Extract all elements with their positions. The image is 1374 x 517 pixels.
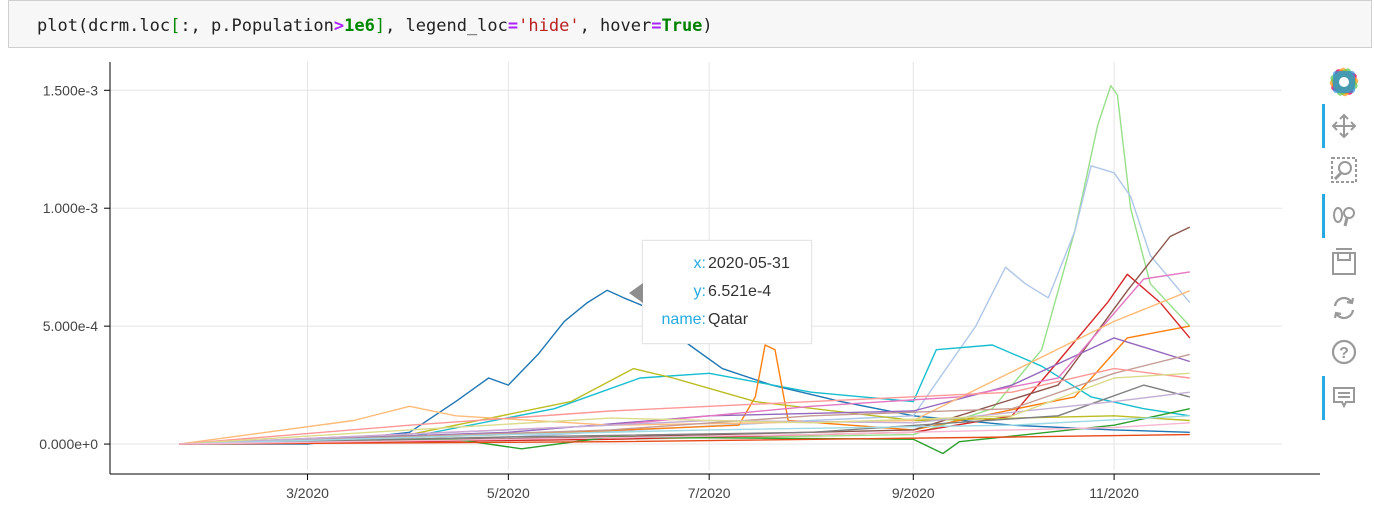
tooltip-pointer <box>629 283 643 303</box>
hover-icon[interactable] <box>1326 380 1362 416</box>
x-tick-label: 11/2020 <box>1089 485 1139 501</box>
y-tick-label: 1.000e-3 <box>43 200 98 216</box>
code-token: [ <box>170 16 181 36</box>
y-tick-label: 5.000e-4 <box>43 318 98 334</box>
code-token: , hover <box>579 16 652 36</box>
code-line: plot(dcrm.loc[:, p.Population>1e6], lege… <box>37 16 713 36</box>
series-line-8 <box>179 337 1191 445</box>
tooltip-key: y: <box>693 283 706 300</box>
box-zoom-icon[interactable] <box>1326 152 1362 188</box>
reset-icon[interactable] <box>1326 290 1362 326</box>
code-token: 'hide' <box>518 16 580 36</box>
series-line-14 <box>179 384 1190 445</box>
code-token: > <box>333 16 345 36</box>
series-line-15 <box>179 391 1190 445</box>
active-tool-indicator <box>1322 104 1325 148</box>
x-tick-label: 3/2020 <box>286 485 329 501</box>
help-icon[interactable]: ? <box>1326 334 1362 370</box>
tooltip-row-y: y: 6.521e-4 <box>643 283 813 303</box>
tooltip-value: 2020-05-31 <box>708 255 790 272</box>
tooltip-row-x: x: 2020-05-31 <box>643 255 813 275</box>
svg-text:?: ? <box>1339 345 1349 362</box>
wheel-zoom-icon[interactable] <box>1326 198 1362 234</box>
pan-icon[interactable] <box>1326 108 1362 144</box>
code-token: 1e6 <box>344 16 375 36</box>
line-chart[interactable]: 0.000e+0 5.000e-4 1.000e-3 1.500e-3 3/2020 5/… <box>0 50 1320 510</box>
tooltip-key: name: <box>661 311 706 328</box>
y-tick-label: 1.500e-3 <box>43 82 98 98</box>
series-line-19 <box>179 422 1190 445</box>
chart-toolbar: ? <box>1322 62 1372 432</box>
series-line-7 <box>179 367 1190 445</box>
series-line-10 <box>179 290 1191 445</box>
series-line-13 <box>179 367 1190 445</box>
series-line-3 <box>179 344 1190 445</box>
code-token: ) <box>702 16 713 36</box>
series-line-2 <box>179 165 1191 445</box>
active-tool-indicator <box>1322 194 1325 238</box>
tooltip-row-name: name: Qatar <box>643 311 813 331</box>
series-line-16 <box>179 372 1190 445</box>
code-token: :, p.Population <box>180 16 334 36</box>
tooltip-value: 6.521e-4 <box>708 283 772 300</box>
code-token: , legend_loc <box>385 16 508 36</box>
series-line-18 <box>179 433 1190 445</box>
series-line-1 <box>179 84 1191 445</box>
tooltip-value: Qatar <box>708 311 749 328</box>
hover-tooltip: x: 2020-05-31 y: 6.521e-4 name: Qatar <box>629 240 813 344</box>
x-tick-label: 7/2020 <box>688 485 731 501</box>
code-token: ] <box>374 16 386 36</box>
y-tick-label: 0.000e+0 <box>39 436 98 452</box>
series-line-4 <box>179 325 1190 445</box>
code-token: = <box>651 16 662 36</box>
x-tick-label: 5/2020 <box>487 485 530 501</box>
series-line-5 <box>179 273 1191 445</box>
tooltip-key: x: <box>693 255 706 272</box>
code-token: True <box>661 16 703 36</box>
x-tick-label: 9/2020 <box>892 485 935 501</box>
series-line-17 <box>179 415 1190 445</box>
bokeh-logo-icon[interactable] <box>1326 64 1362 100</box>
code-cell[interactable]: plot(dcrm.loc[:, p.Population>1e6], lege… <box>8 0 1372 48</box>
save-icon[interactable] <box>1326 244 1362 280</box>
code-token: = <box>507 16 519 36</box>
code-token: plot(dcrm.loc <box>37 16 171 36</box>
active-tool-indicator <box>1322 376 1325 420</box>
